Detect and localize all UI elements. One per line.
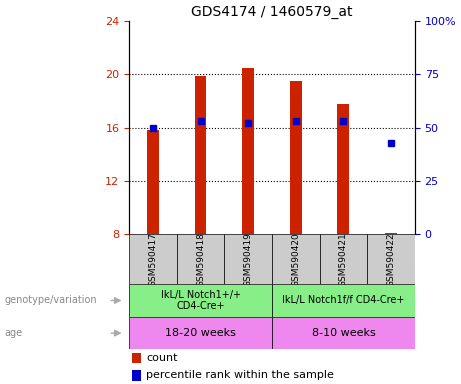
Bar xyxy=(225,234,272,284)
Text: IkL/L Notch1f/f CD4-Cre+: IkL/L Notch1f/f CD4-Cre+ xyxy=(282,295,405,306)
Bar xyxy=(129,234,177,284)
Bar xyxy=(147,130,159,234)
Text: 8-10 weeks: 8-10 weeks xyxy=(312,328,375,338)
Bar xyxy=(272,284,415,317)
Text: 18-20 weeks: 18-20 weeks xyxy=(165,328,236,338)
Text: count: count xyxy=(147,353,178,363)
Bar xyxy=(129,284,272,317)
Bar xyxy=(272,317,415,349)
Title: GDS4174 / 1460579_at: GDS4174 / 1460579_at xyxy=(191,5,353,19)
Bar xyxy=(132,370,141,381)
Bar xyxy=(367,234,415,284)
Text: genotype/variation: genotype/variation xyxy=(5,295,97,306)
Bar xyxy=(272,234,319,284)
Bar xyxy=(319,234,367,284)
Text: age: age xyxy=(5,328,23,338)
Bar xyxy=(337,104,349,234)
Text: GSM590418: GSM590418 xyxy=(196,232,205,286)
Bar xyxy=(129,317,272,349)
Text: IkL/L Notch1+/+
CD4-Cre+: IkL/L Notch1+/+ CD4-Cre+ xyxy=(160,290,241,311)
Bar xyxy=(385,233,397,234)
Text: GSM590422: GSM590422 xyxy=(387,232,396,286)
Text: percentile rank within the sample: percentile rank within the sample xyxy=(147,370,334,381)
Bar xyxy=(242,68,254,234)
Text: GSM590420: GSM590420 xyxy=(291,232,300,286)
Bar xyxy=(132,353,141,363)
Text: GSM590421: GSM590421 xyxy=(339,232,348,286)
Bar xyxy=(177,234,225,284)
Text: GSM590419: GSM590419 xyxy=(244,232,253,286)
Bar xyxy=(290,81,302,234)
Text: GSM590417: GSM590417 xyxy=(148,232,157,286)
Bar xyxy=(195,76,207,234)
